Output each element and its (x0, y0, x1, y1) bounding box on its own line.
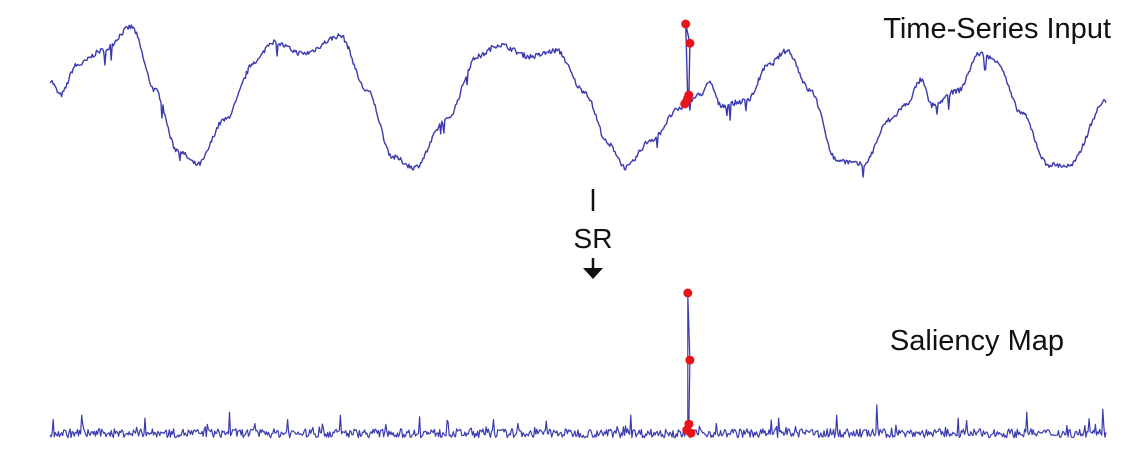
saliency-map-title: Saliency Map (890, 325, 1064, 357)
sr-transform-arrow: SR (574, 189, 613, 279)
time-series-title: Time-Series Input (883, 13, 1111, 45)
time-series-line (49, 23, 1107, 178)
saliency-anomaly-point (683, 288, 693, 298)
saliency-anomaly-point (686, 428, 696, 438)
time-series-panel (49, 19, 1107, 178)
saliency-map-panel (49, 288, 1107, 439)
saliency-map-line (49, 292, 1107, 439)
saliency-map-anomaly (682, 288, 696, 438)
saliency-anomaly-point (685, 355, 695, 365)
arrow-down-icon (583, 268, 603, 279)
time-series-anomaly-point (685, 38, 695, 48)
time-series-anomaly (680, 19, 695, 109)
sr-label: SR (574, 223, 613, 254)
time-series-anomaly-point (681, 19, 691, 29)
time-series-anomaly-point (683, 93, 693, 103)
